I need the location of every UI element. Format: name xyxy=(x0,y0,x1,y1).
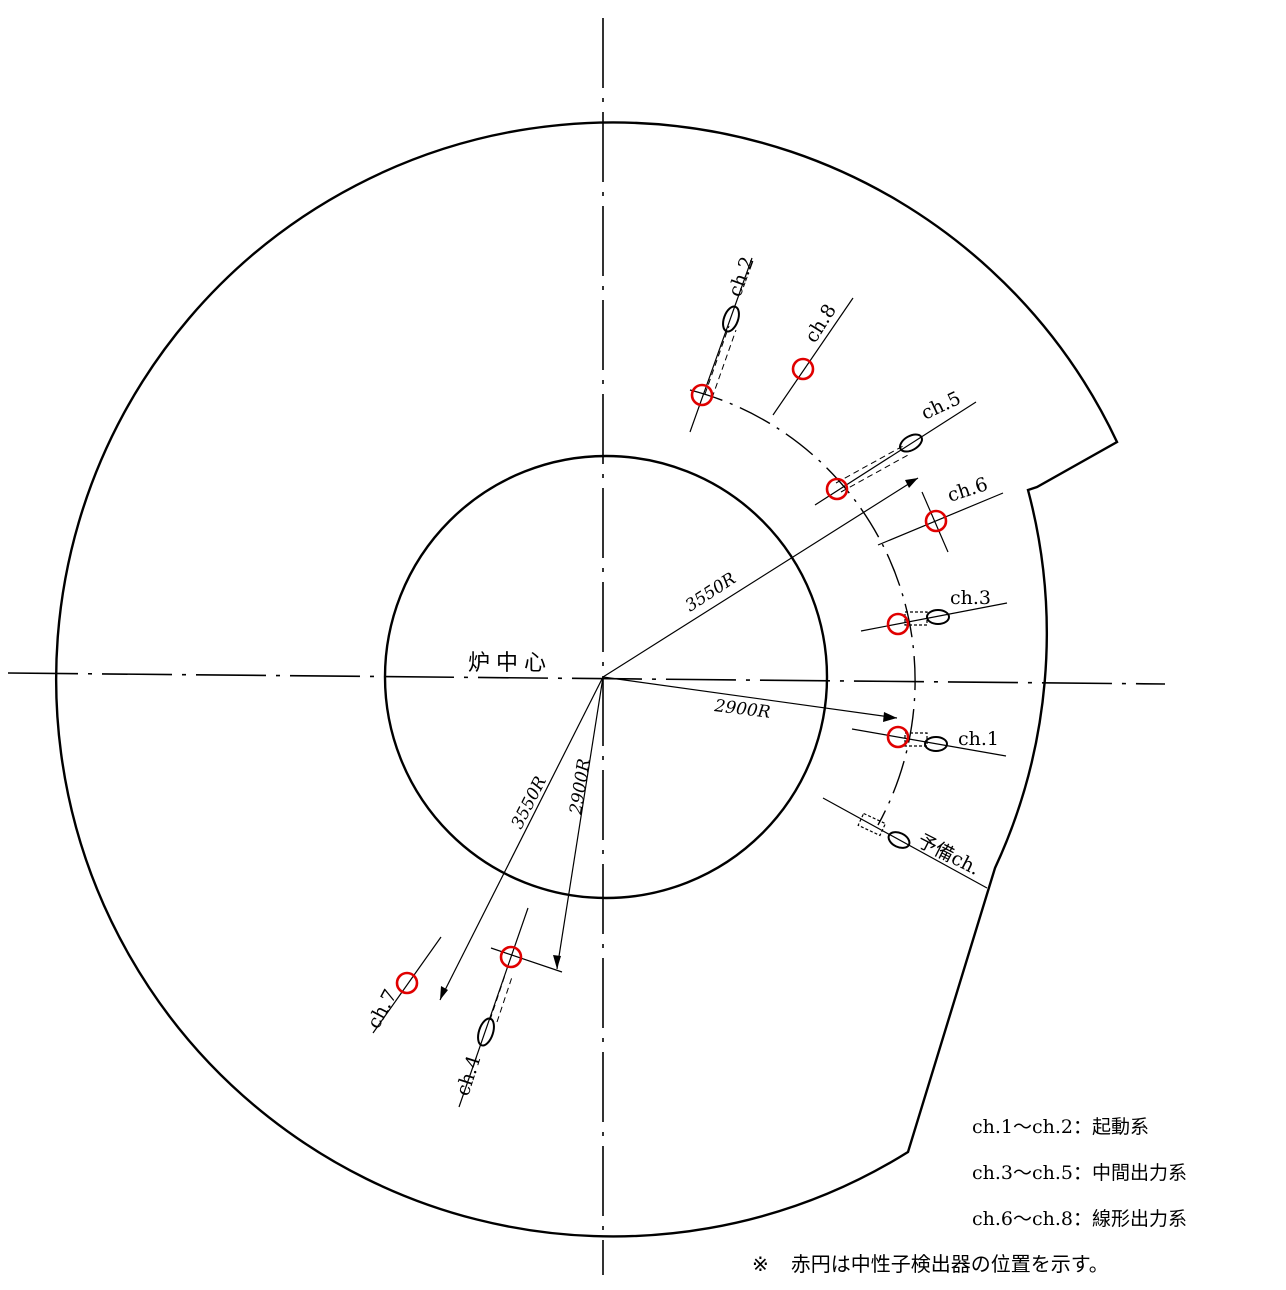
detector-ch4: ch.4 xyxy=(452,907,563,1108)
svg-text:ch.5: ch.5 xyxy=(918,387,964,424)
detector-spare: 予備ch. xyxy=(822,797,988,889)
svg-text:予備ch.: 予備ch. xyxy=(914,830,984,880)
horizontal-center-line xyxy=(7,672,1166,685)
detector-ch7: ch.7 xyxy=(363,936,442,1034)
svg-text:ch.3: ch.3 xyxy=(950,587,991,609)
dimension-label-3550r-left: 3550R xyxy=(508,773,551,832)
core-circle xyxy=(383,454,829,900)
detector-ch1: ch.1 xyxy=(851,728,1007,757)
legend-item-startup: ch.1～ch.2：起動系 xyxy=(972,1116,1150,1138)
note-mark: ※ xyxy=(752,1252,769,1276)
svg-text:ch.1: ch.1 xyxy=(958,728,999,750)
detector-arc-2900 xyxy=(689,389,916,826)
legend: ch.1～ch.2：起動系 ch.3～ch.5：中間出力系 ch.6～ch.8：… xyxy=(972,1104,1187,1242)
detector-ch8: ch.8 xyxy=(772,297,854,416)
dimension-label-2900r-left: 2900R xyxy=(566,757,595,817)
legend-item-linear: ch.6～ch.8：線形出力系 xyxy=(972,1208,1188,1230)
legend-item-intermediate: ch.3～ch.5：中間出力系 xyxy=(972,1162,1188,1184)
svg-text:ch.7: ch.7 xyxy=(363,986,402,1033)
detector-ch6: ch.6 xyxy=(877,473,1004,553)
note-text: 赤円は中性子検出器の位置を示す。 xyxy=(790,1252,1109,1276)
detector-position-markers xyxy=(395,357,948,995)
dimension-label-2900r-right: 2900R xyxy=(712,696,771,723)
detector-ch3: ch.3 xyxy=(860,587,1008,632)
core-center-label: 炉中心 xyxy=(468,651,552,676)
svg-text:ch.4: ch.4 xyxy=(452,1053,486,1099)
svg-text:ch.6: ch.6 xyxy=(945,473,991,507)
note: ※ 赤円は中性子検出器の位置を示す。 xyxy=(752,1248,1109,1277)
radius-lines xyxy=(439,477,919,1001)
outer-boundary xyxy=(54,121,1119,1238)
svg-text:ch.2: ch.2 xyxy=(724,254,759,300)
